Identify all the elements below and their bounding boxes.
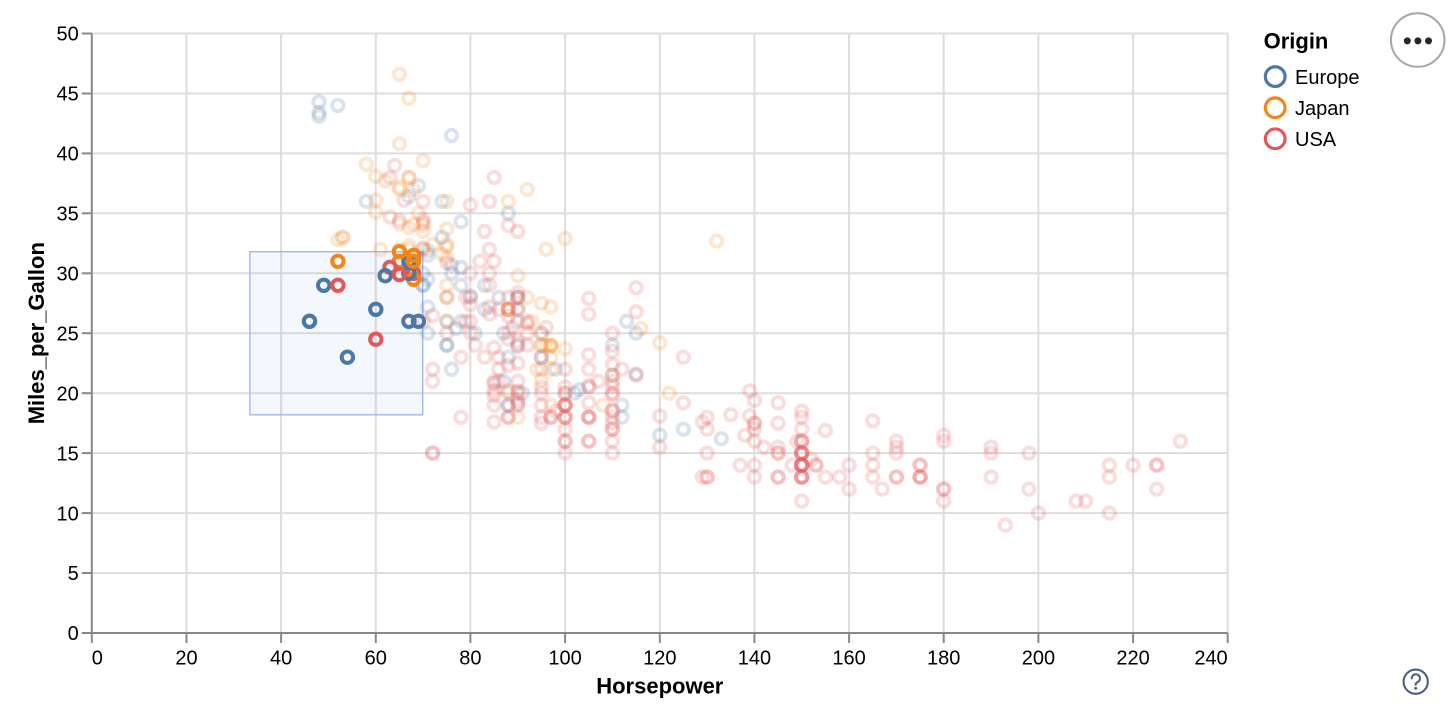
svg-text:35: 35	[57, 204, 79, 226]
svg-text:100: 100	[548, 647, 581, 669]
svg-text:120: 120	[643, 647, 676, 669]
svg-text:160: 160	[832, 647, 865, 669]
svg-text:20: 20	[175, 647, 197, 669]
svg-text:0: 0	[68, 623, 79, 645]
svg-text:30: 30	[57, 264, 79, 286]
svg-text:10: 10	[57, 503, 79, 525]
svg-text:USA: USA	[1295, 129, 1337, 151]
svg-text:Miles_per_Gallon: Miles_per_Gallon	[24, 242, 49, 424]
svg-text:Japan: Japan	[1295, 98, 1350, 120]
svg-text:5: 5	[68, 563, 79, 585]
svg-text:50: 50	[57, 24, 79, 46]
svg-text:Horsepower: Horsepower	[596, 674, 724, 699]
svg-text:40: 40	[270, 647, 292, 669]
svg-text:Europe: Europe	[1295, 67, 1360, 89]
svg-text:180: 180	[927, 647, 960, 669]
svg-text:20: 20	[57, 383, 79, 405]
svg-text:220: 220	[1116, 647, 1149, 669]
svg-text:40: 40	[57, 144, 79, 166]
svg-text:200: 200	[1022, 647, 1055, 669]
svg-text:240: 240	[1194, 647, 1227, 669]
svg-text:0: 0	[92, 647, 103, 669]
svg-text:140: 140	[738, 647, 771, 669]
svg-text:Origin: Origin	[1264, 28, 1329, 53]
svg-text:60: 60	[365, 647, 387, 669]
svg-text:80: 80	[459, 647, 481, 669]
svg-text:15: 15	[57, 443, 79, 465]
svg-text:25: 25	[57, 323, 79, 345]
svg-text:45: 45	[57, 84, 79, 106]
